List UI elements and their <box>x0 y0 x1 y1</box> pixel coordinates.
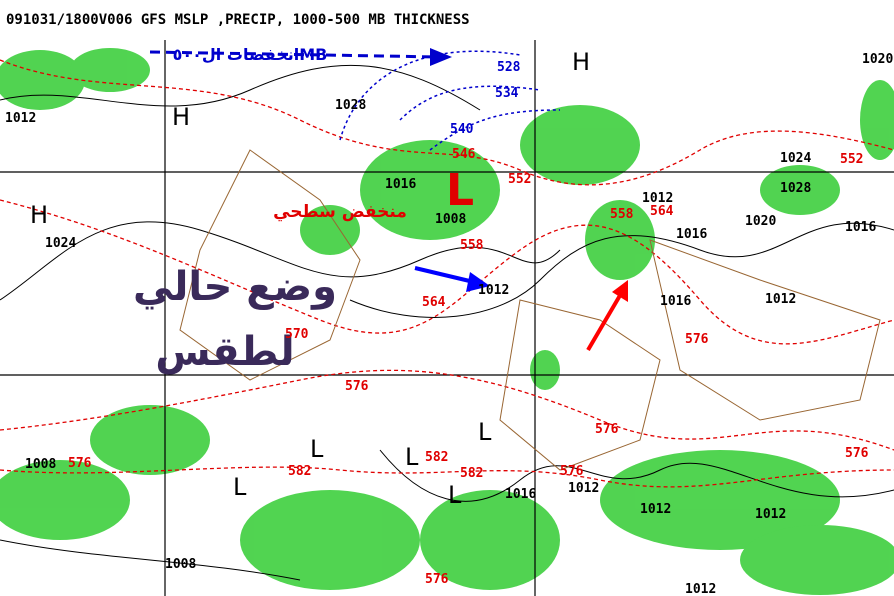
thickness-label: 552 <box>840 152 863 167</box>
blue-arrow <box>414 266 479 285</box>
upper-thickness-label: 528 <box>497 60 521 75</box>
pressure-label: 1008 <box>25 457 56 472</box>
upper-lines <box>339 50 561 151</box>
thickness-label: 576 <box>560 464 584 479</box>
upper-thickness-label: 540 <box>450 122 474 137</box>
pressure-label: 1028 <box>780 181 811 196</box>
pressure-center: L <box>233 473 247 501</box>
thickness-label: 552 <box>508 172 531 187</box>
pressure-label: 1012 <box>640 502 671 517</box>
thickness-label: 558 <box>460 238 484 253</box>
pressure-center: L <box>310 435 324 463</box>
upper-thickness-label: 534 <box>495 86 519 101</box>
surface-low-symbol: L <box>446 165 474 216</box>
pressure-center: L <box>448 481 462 509</box>
pressure-label: 1012 <box>568 481 599 496</box>
red-arrow <box>586 290 624 352</box>
thickness-label: 564 <box>422 295 446 310</box>
thickness-label: 576 <box>68 456 92 471</box>
pressure-label: 1024 <box>45 236 76 251</box>
pressure-label: 1016 <box>676 227 707 242</box>
isobars <box>0 64 894 581</box>
grid <box>0 40 894 596</box>
pressure-label: 1012 <box>5 111 36 126</box>
thickness-label: 570 <box>285 327 309 342</box>
pressure-label: 1016 <box>660 294 691 309</box>
thickness-label: 564 <box>650 204 674 219</box>
pressure-label: 1020 <box>862 52 893 67</box>
thickness-label: 576 <box>425 572 449 587</box>
pressure-center: H <box>30 201 48 229</box>
red-arrow-head <box>612 280 628 302</box>
thickness-label: 582 <box>288 464 311 479</box>
pressure-label: 1008 <box>165 557 196 572</box>
pressure-label: 1016 <box>385 177 416 192</box>
surface-low-label: منخفض سطحي <box>273 202 407 222</box>
pressure-label: 1012 <box>642 191 673 206</box>
upper-arrow <box>149 50 441 59</box>
pressure-label: 1012 <box>755 507 786 522</box>
thickness-lines <box>0 59 894 488</box>
upper-arrow-head <box>430 48 452 66</box>
blue-arrow-head <box>466 272 490 292</box>
pressure-label: 1016 <box>845 220 876 235</box>
thickness-label: 576 <box>595 422 619 437</box>
thickness-label: 582 <box>460 466 483 481</box>
pressure-label: 1008 <box>435 212 466 227</box>
pressure-center: H <box>172 103 190 131</box>
upper-lows-label: انخفضات ال٥٠٠MB <box>173 45 328 64</box>
current-weather-label: لطقس <box>155 329 294 375</box>
pressure-label: 1024 <box>780 151 811 166</box>
pressure-label: 1020 <box>745 214 776 229</box>
pressure-label: 1012 <box>685 582 716 596</box>
pressure-center: H <box>572 48 590 76</box>
pressure-label: 1012 <box>478 283 509 298</box>
thickness-label: 576 <box>845 446 869 461</box>
map-title: 091031/1800V006 GFS MSLP ,PRECIP, 1000-5… <box>6 12 470 28</box>
pressure-center: L <box>478 418 492 446</box>
current-weather-label: وضع حالي <box>133 264 337 310</box>
thickness-label: 558 <box>610 207 634 222</box>
precipitation <box>0 48 894 595</box>
thickness-label: 582 <box>425 450 448 465</box>
pressure-label: 1016 <box>505 487 536 502</box>
pressure-label: 1028 <box>335 98 366 113</box>
thickness-label: 576 <box>685 332 709 347</box>
thickness-label: 576 <box>345 379 369 394</box>
pressure-center: L <box>405 443 419 471</box>
borders <box>179 149 881 471</box>
thickness-label: 546 <box>452 147 476 162</box>
pressure-label: 1012 <box>765 292 796 307</box>
